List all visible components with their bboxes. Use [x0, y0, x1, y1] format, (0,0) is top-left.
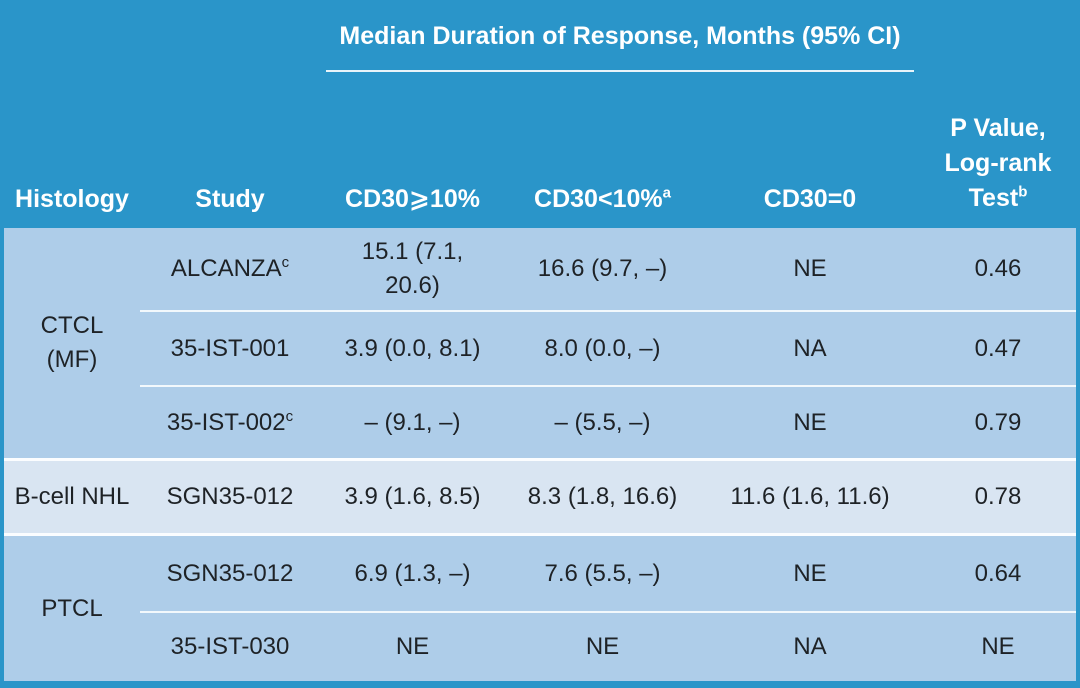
table-body: CTCL (MF) ALCANZAc 15.1 (7.1, 20.6) 16.6… [4, 228, 1076, 681]
footnote-marker-c: c [285, 407, 294, 425]
cell-cd30-zero: NA [700, 310, 920, 385]
header-underline [326, 70, 914, 72]
cell-histology-bcell-nhl: B-cell NHL [4, 458, 140, 533]
cell-cd30-ge10: 6.9 (1.3, –) [320, 533, 505, 611]
cell-cd30-ge10: NE [320, 611, 505, 681]
cell-study: SGN35-012 [140, 533, 320, 611]
cell-cd30-zero: NE [700, 228, 920, 310]
cell-pvalue: NE [920, 611, 1076, 681]
cell-study: 35-IST-030 [140, 611, 320, 681]
cell-pvalue: 0.47 [920, 310, 1076, 385]
col-header-cd30-lt10: CD30<10%a [534, 184, 671, 213]
cell-cd30-lt10: 8.0 (0.0, –) [505, 310, 700, 385]
cell-pvalue: 0.78 [920, 458, 1076, 533]
cell-cd30-lt10: – (5.5, –) [505, 385, 700, 458]
footnote-marker-c: c [281, 254, 290, 271]
col-header-cd30-zero: CD30=0 [763, 185, 857, 213]
cell-cd30-lt10: NE [505, 611, 700, 681]
cell-pvalue: 0.64 [920, 533, 1076, 611]
cell-pvalue: 0.46 [920, 228, 1076, 310]
cell-study: ALCANZAc [140, 228, 320, 310]
cell-study: 35-IST-001 [140, 310, 320, 385]
spanning-header-title: Median Duration of Response, Months (95%… [339, 22, 901, 50]
cell-cd30-lt10: 7.6 (5.5, –) [505, 533, 700, 611]
cell-cd30-lt10: 16.6 (9.7, –) [505, 228, 700, 310]
cell-cd30-zero: NA [700, 611, 920, 681]
cell-cd30-ge10: 3.9 (0.0, 8.1) [320, 310, 505, 385]
col-header-cd30-ge10: CD30⩾10% [345, 185, 480, 213]
cell-cd30-ge10: – (9.1, –) [320, 385, 505, 458]
cell-histology-ctcl: CTCL (MF) [4, 228, 140, 458]
footnote-marker-a: a [662, 184, 671, 202]
cell-cd30-zero: NE [700, 533, 920, 611]
table-header: Median Duration of Response, Months (95%… [4, 0, 1076, 228]
cell-cd30-ge10: 3.9 (1.6, 8.5) [320, 458, 505, 533]
cell-cd30-lt10: 8.3 (1.8, 16.6) [505, 458, 700, 533]
cell-cd30-zero: 11.6 (1.6, 11.6) [700, 458, 920, 533]
footnote-marker-b: b [1018, 183, 1028, 201]
cell-study: SGN35-012 [140, 458, 320, 533]
cell-study: 35-IST-002c [140, 385, 320, 458]
col-header-study: Study [195, 185, 265, 213]
cell-cd30-ge10: 15.1 (7.1, 20.6) [320, 228, 505, 310]
cell-histology-ptcl: PTCL [4, 533, 140, 681]
cell-cd30-zero: NE [700, 385, 920, 458]
spanning-header: Median Duration of Response, Months (95%… [320, 0, 920, 90]
col-header-histology: Histology [15, 185, 129, 213]
cell-pvalue: 0.79 [920, 385, 1076, 458]
col-header-pvalue: P Value, Log-rank Testb [944, 114, 1052, 212]
